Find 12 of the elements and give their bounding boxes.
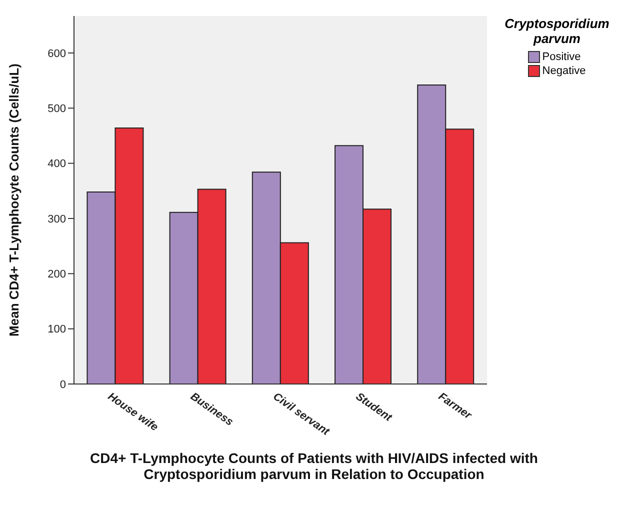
legend-label: Positive bbox=[542, 50, 581, 64]
legend-label: Negative bbox=[542, 64, 586, 78]
y-tick-label: 400 bbox=[48, 158, 66, 170]
x-axis-title: CD4+ T-Lymphocyte Counts of Patients with HIV/AIDS infected with Cryptosporidium parvum in Relation to Occupation bbox=[89, 450, 539, 482]
y-tick-label: 0 bbox=[60, 378, 66, 391]
y-axis-title: Mean CD4+ T-Lymphocyte Counts (Cells/uL) bbox=[6, 64, 22, 336]
y-tick-label: 100 bbox=[48, 324, 66, 336]
legend-title: Cryptosporidium parvum bbox=[504, 16, 610, 46]
y-tick-label: 600 bbox=[48, 48, 66, 60]
y-tick-label: 300 bbox=[48, 213, 66, 226]
y-tick-label: 500 bbox=[48, 103, 66, 116]
y-tick-label: 200 bbox=[48, 268, 66, 281]
